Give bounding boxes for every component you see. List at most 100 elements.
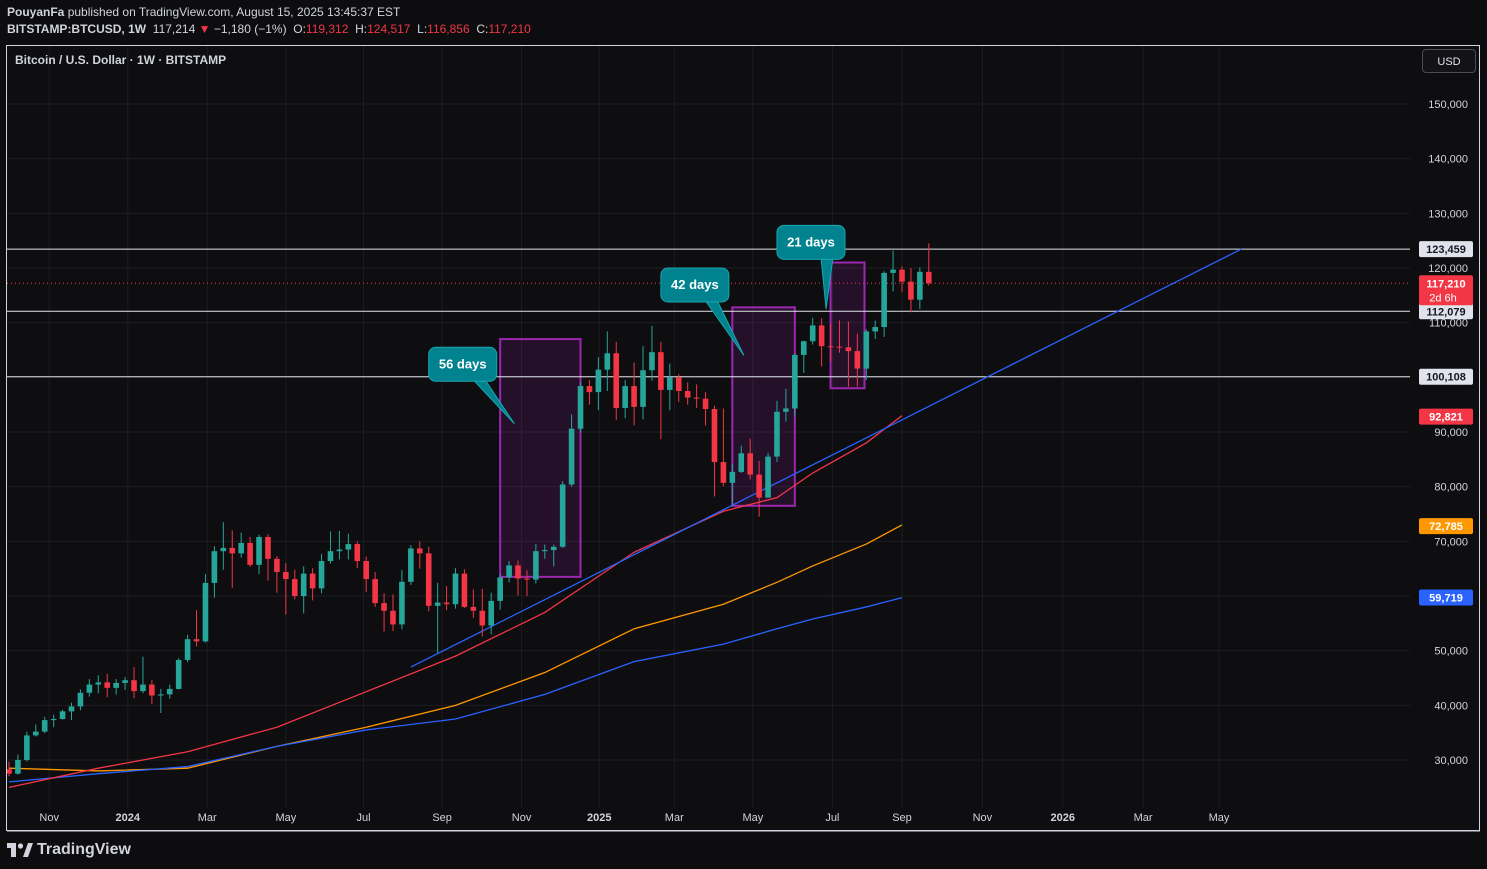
candle-body (774, 411, 780, 457)
last-price-value: 117,214 (152, 22, 196, 36)
candle-body (265, 536, 271, 559)
level-price-tag-bg (1419, 368, 1473, 385)
tradingview-logo-icon (7, 843, 33, 857)
candle-body (256, 536, 262, 565)
candle-body (68, 706, 75, 712)
x-tick-label: Nov (512, 812, 532, 824)
candle-body (836, 346, 843, 348)
down-arrow-icon: ▼ (198, 22, 211, 36)
candle-body (497, 577, 503, 601)
candle-body (372, 579, 378, 604)
y-tick-label: 50,000 (1434, 646, 1468, 658)
candle-body (425, 553, 432, 606)
candle-body (140, 684, 146, 692)
candle-body (50, 719, 57, 721)
bar-countdown: 2d 6h (1429, 292, 1457, 304)
candle-body (416, 548, 423, 554)
candle-body (640, 370, 646, 407)
candle-body (220, 547, 227, 552)
y-tick-label: 40,000 (1434, 700, 1468, 712)
last-price-tag: 117,210 (1426, 278, 1465, 290)
level-price-tag: 112,079 (1426, 306, 1465, 318)
candle-body (452, 573, 459, 605)
candle-body (765, 456, 771, 498)
y-tick-label: 130,000 (1428, 208, 1468, 220)
x-tick-label: Jul (825, 812, 839, 824)
x-tick-label: 2024 (116, 812, 141, 824)
candle-body (381, 603, 387, 611)
level-price-tag-bg (1419, 241, 1473, 258)
candle-body (667, 377, 673, 390)
candle-body (202, 582, 209, 642)
y-tick-label: 110,000 (1429, 318, 1468, 330)
x-tick-label: Mar (198, 812, 217, 824)
callout-box (428, 346, 498, 382)
ohlc-legend: BITSTAMP:BTCUSD, 1W 117,214 ▼ −1,180 (−1… (7, 22, 531, 36)
candle-body (309, 573, 316, 589)
candle-body (166, 688, 173, 695)
x-tick-label: Jul (356, 812, 370, 824)
candle-body (131, 680, 137, 692)
x-tick-label: Mar (1134, 812, 1153, 824)
time-range-box (731, 306, 796, 507)
candle-body (622, 386, 628, 408)
candle-body (122, 680, 128, 683)
tradingview-brand[interactable]: TradingView (7, 841, 131, 859)
brand-name: TradingView (37, 841, 131, 858)
candle-body (15, 760, 21, 774)
candle-body (783, 408, 789, 412)
currency-button[interactable]: USD (1422, 49, 1476, 73)
candle-body (586, 386, 593, 393)
close-label: C: (476, 22, 489, 36)
candle-body (818, 325, 825, 347)
callout-label: 42 days (671, 277, 719, 292)
candle-body (104, 682, 111, 688)
candle-body (399, 581, 405, 625)
x-tick-label: May (275, 812, 296, 824)
candle-body (577, 386, 584, 429)
candle-body (41, 720, 48, 732)
candle-body (408, 548, 414, 582)
candle-body (702, 398, 709, 410)
low-value: 116,856 (427, 22, 470, 36)
publisher-name[interactable]: PouyanFa (7, 5, 65, 19)
callout-label: 21 days (787, 234, 835, 249)
published-text: published on TradingView.com, August 15,… (67, 5, 401, 19)
candle-body (158, 694, 164, 696)
publish-info: PouyanFa published on TradingView.com, A… (7, 5, 400, 19)
candle-body (470, 606, 477, 611)
candle-body (595, 369, 602, 393)
candle-body (809, 325, 816, 342)
candle-body (291, 579, 298, 596)
candle-body (336, 549, 343, 552)
candle-body (631, 386, 637, 407)
candle-body (675, 377, 682, 391)
candle-body (345, 544, 352, 550)
close-value: 117,210 (488, 22, 531, 36)
candle-body (899, 269, 905, 282)
candle-body (229, 547, 236, 554)
candle-body (95, 682, 102, 685)
candle-body (908, 281, 914, 300)
level-price-tag-bg (1419, 303, 1473, 320)
candle-body (390, 610, 396, 625)
candle-body (711, 409, 718, 463)
candle-body (506, 565, 512, 578)
candle-body (354, 544, 361, 562)
x-tick-label: May (742, 812, 763, 824)
plot-layer: 56 days 42 days 21 days (7, 224, 1410, 788)
candle-body (738, 453, 745, 472)
symbol-label[interactable]: BITSTAMP:BTCUSD, 1W (7, 22, 147, 36)
high-value: 124,517 (367, 22, 411, 36)
candle-body (211, 551, 218, 583)
candle-body (693, 397, 700, 399)
low-label: L: (417, 22, 428, 36)
candle-body (568, 428, 575, 485)
ma-price-tag: 92,821 (1429, 412, 1463, 424)
candle-body (890, 269, 896, 273)
candle-body (274, 558, 280, 572)
y-tick-label: 90,000 (1434, 427, 1468, 439)
candle-body (479, 610, 486, 626)
callout-box (776, 224, 846, 260)
